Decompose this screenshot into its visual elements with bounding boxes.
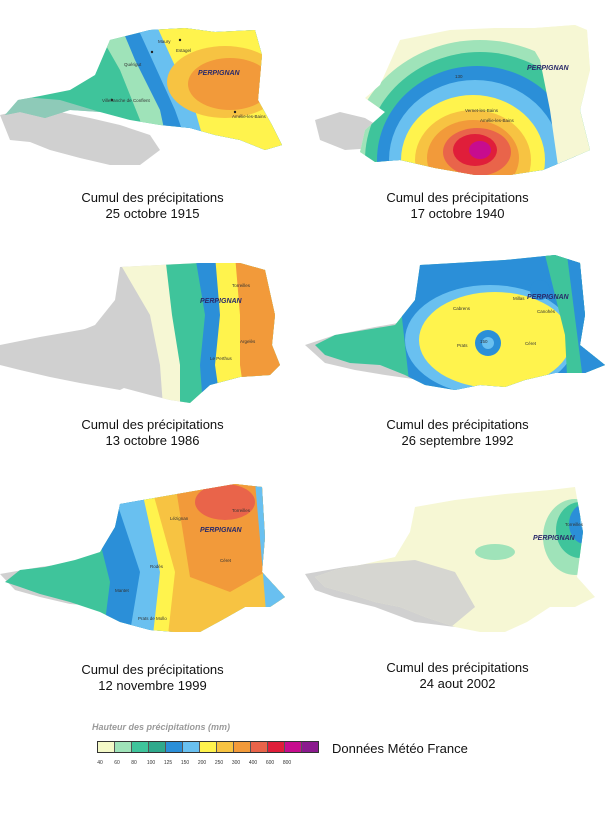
city-label-perpignan: PERPIGNAN: [200, 527, 243, 534]
caption-line1: Cumul des précipitations: [386, 660, 529, 675]
legend-swatch: [217, 742, 234, 752]
caption-date: 12 novembre 1999: [98, 678, 207, 693]
legend-tick-label: 300: [231, 760, 241, 766]
legend-swatch: [149, 742, 166, 752]
city-label-perpignan: PERPIGNAN: [200, 298, 243, 305]
precipitation-map-1992: Millas Canohès Cabrens Prats Céret 150 P…: [305, 255, 605, 390]
svg-text:Céret: Céret: [525, 341, 537, 346]
svg-text:Argelès: Argelès: [240, 339, 256, 344]
caption-line1: Cumul des précipitations: [386, 190, 529, 205]
legend-color-scale: [97, 741, 319, 753]
city-label-perpignan: PERPIGNAN: [198, 70, 241, 77]
legend-tick-label: 40: [97, 760, 103, 766]
caption-line1: Cumul des précipitations: [81, 190, 224, 205]
map-panel-1940: 130 Vernet-les-Bains Amélie-les-Bains PE…: [305, 0, 610, 230]
legend-tick-label: 100: [146, 760, 156, 766]
svg-text:Amélie-les-Bains: Amélie-les-Bains: [232, 114, 267, 119]
svg-text:Céret: Céret: [220, 558, 232, 563]
svg-text:Canohès: Canohès: [537, 309, 556, 314]
map-panel-1986: Torreilles Argelès Le Perthus PERPIGNAN …: [0, 255, 305, 485]
caption-line1: Cumul des précipitations: [81, 417, 224, 432]
legend-tick-label: 600: [265, 760, 275, 766]
svg-text:Cabrens: Cabrens: [453, 306, 471, 311]
city-label-perpignan: PERPIGNAN: [527, 65, 570, 72]
legend-tick-label: 150: [180, 760, 190, 766]
city-label-perpignan: PERPIGNAN: [533, 535, 576, 542]
outside-region: [0, 108, 160, 165]
caption-date: 25 octobre 1915: [105, 206, 200, 221]
svg-text:Torreilles: Torreilles: [232, 283, 251, 288]
svg-text:Rodès: Rodès: [150, 564, 164, 569]
legend-swatch: [268, 742, 285, 752]
precipitation-map-1940: 130 Vernet-les-Bains Amélie-les-Bains PE…: [315, 25, 590, 175]
legend-tick-label: 800: [282, 760, 292, 766]
legend-swatch: [98, 742, 115, 752]
legend-swatch: [132, 742, 149, 752]
svg-text:Le Perthus: Le Perthus: [210, 356, 233, 361]
svg-text:Quérigut: Quérigut: [124, 62, 142, 67]
caption-date: 24 aout 2002: [419, 676, 496, 691]
svg-text:130: 130: [455, 74, 463, 79]
map-panel-1999: Lézignan Torreilles Rodès Mantet Céret P…: [0, 482, 305, 712]
svg-text:Vernet-les-Bains: Vernet-les-Bains: [465, 108, 499, 113]
svg-text:Mantet: Mantet: [115, 588, 130, 593]
legend-swatch: [166, 742, 183, 752]
svg-text:Torreilles: Torreilles: [232, 508, 251, 513]
svg-text:Villefranche de Conflent: Villefranche de Conflent: [102, 98, 150, 103]
legend-swatch: [183, 742, 200, 752]
caption-line1: Cumul des précipitations: [81, 662, 224, 677]
legend-swatch: [115, 742, 132, 752]
legend-swatch: [234, 742, 251, 752]
svg-text:Prats de Mollo: Prats de Mollo: [138, 616, 167, 621]
legend-tick-label: 250: [214, 760, 224, 766]
svg-text:Prats: Prats: [457, 343, 468, 348]
legend-swatch: [200, 742, 217, 752]
data-source-label: Données Météo France: [332, 741, 468, 756]
precipitation-map-2002: Torreilles PERPIGNAN: [305, 487, 595, 632]
legend-tick-label: 80: [131, 760, 137, 766]
svg-text:Maury: Maury: [158, 39, 171, 44]
caption-date: 17 octobre 1940: [410, 206, 505, 221]
legend-tick-label: 60: [114, 760, 120, 766]
legend-ticks: 40 60 80 100 125 150 200 250 300 400 600 800: [92, 760, 332, 770]
map-panel-1992: Millas Canohès Cabrens Prats Céret 150 P…: [305, 255, 610, 485]
legend-swatch: [285, 742, 302, 752]
precipitation-map-1999: Lézignan Torreilles Rodès Mantet Céret P…: [0, 484, 285, 632]
precipitation-map-1986: Torreilles Argelès Le Perthus PERPIGNAN: [0, 263, 280, 403]
svg-text:Amélie-les-Bains: Amélie-les-Bains: [480, 118, 515, 123]
legend-tick-label: 400: [248, 760, 258, 766]
svg-text:Millas: Millas: [513, 296, 525, 301]
legend-tick-label: 200: [197, 760, 207, 766]
caption-date: 26 septembre 1992: [401, 433, 514, 448]
svg-text:Lézignan: Lézignan: [170, 516, 189, 521]
legend-tick-label: 125: [163, 760, 173, 766]
legend-swatch: [251, 742, 268, 752]
map-panel-2002: Torreilles PERPIGNAN Cumul des précipita…: [305, 482, 610, 712]
precipitation-map-1915: Maury Estagel Quérigut Villefranche de C…: [0, 28, 282, 165]
caption-line1: Cumul des précipitations: [386, 417, 529, 432]
caption-date: 13 octobre 1986: [105, 433, 200, 448]
city-label-perpignan: PERPIGNAN: [527, 294, 570, 301]
precipitation-legend: Hauteur des précipitations (mm) 40 60 80 10…: [92, 722, 610, 782]
svg-text:150: 150: [480, 339, 488, 344]
legend-title: Hauteur des précipitations (mm): [92, 722, 231, 732]
svg-text:Torreilles: Torreilles: [565, 522, 584, 527]
svg-text:Estagel: Estagel: [176, 48, 191, 53]
legend-swatch: [302, 742, 318, 752]
map-panel-1915: Maury Estagel Quérigut Villefranche de C…: [0, 0, 305, 230]
